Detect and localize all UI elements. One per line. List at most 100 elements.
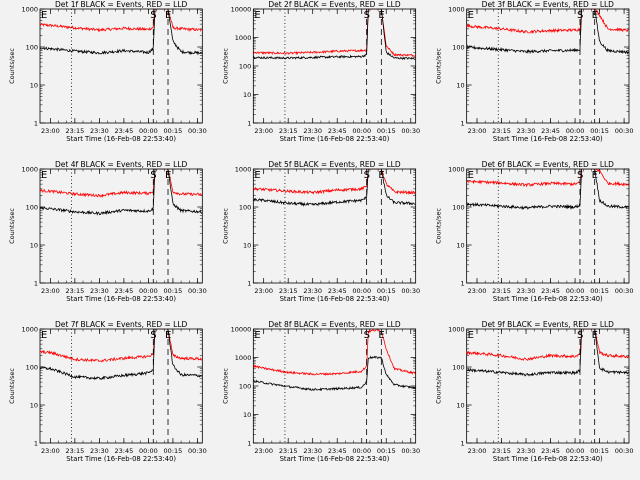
y-tick-label: 10	[456, 242, 464, 250]
y-tick-label: 1000	[235, 34, 252, 42]
y-tick-label: 1	[34, 280, 38, 288]
x-tick-label: 00:30	[188, 447, 207, 455]
plot-area	[466, 329, 629, 377]
marker-label: E	[165, 330, 171, 341]
x-tick-label: 00:15	[164, 127, 183, 135]
series-events-line	[466, 9, 629, 55]
x-tick-label: 23:15	[65, 447, 84, 455]
chart-title: Det 5f BLACK = Events, RED = LLD	[268, 160, 401, 169]
x-tick-label: 00:30	[615, 127, 634, 135]
y-axis-label: Counts/sec	[8, 48, 16, 84]
marker-label: S	[364, 10, 370, 21]
y-tick-label: 10	[456, 82, 464, 90]
x-tick-label: 00:00	[352, 287, 371, 295]
x-axis-label: Start Time (16-Feb-08 22:53:40)	[493, 455, 603, 463]
y-tick-label: 1000	[448, 326, 465, 334]
x-tick-label: 00:15	[377, 127, 396, 135]
y-axis-label: Counts/sec	[435, 208, 443, 244]
x-axis-label: Start Time (16-Feb-08 22:53:40)	[66, 295, 176, 303]
chart-title: Det 3f BLACK = Events, RED = LLD	[482, 0, 615, 9]
panel-det-1f: Det 1f BLACK = Events, RED = LLD 1 10 100 10…	[8, 0, 207, 143]
x-tick-label: 23:45	[328, 447, 347, 455]
plot-area	[253, 329, 416, 392]
series-lld-line	[40, 9, 202, 33]
chart-title: Det 2f BLACK = Events, RED = LLD	[268, 0, 401, 9]
plot-area	[40, 9, 203, 56]
x-tick-label: 23:30	[517, 127, 536, 135]
x-tick-label: 00:30	[401, 287, 420, 295]
plot-frame	[466, 328, 630, 444]
x-tick-label: 00:00	[352, 447, 371, 455]
plot-frame	[252, 328, 417, 444]
x-axis-label: Start Time (16-Feb-08 22:53:40)	[66, 455, 176, 463]
y-tick-label: 100	[239, 383, 251, 391]
x-tick-label: 23:00	[254, 127, 273, 135]
y-tick-label: 1000	[235, 166, 252, 174]
series-lld-line	[253, 329, 416, 376]
marker-label: E	[592, 330, 598, 341]
x-tick-label: 23:30	[303, 127, 322, 135]
y-axis-label: Counts/sec	[8, 368, 16, 404]
x-tick-label: 00:00	[566, 287, 585, 295]
panel-det-8f: Det 8f BLACK = Events, RED = LLD 1 10 100 10…	[221, 320, 420, 463]
corner-label: E	[41, 170, 47, 181]
x-axis-label: Start Time (16-Feb-08 22:53:40)	[66, 135, 176, 143]
x-tick-label: 23:15	[65, 127, 84, 135]
corner-label: E	[41, 330, 47, 341]
y-tick-label: 100	[452, 364, 464, 372]
y-tick-label: 100	[239, 204, 251, 212]
x-tick-label: 23:00	[254, 287, 273, 295]
plot-area	[466, 9, 629, 55]
x-tick-label: 23:30	[303, 287, 322, 295]
x-tick-label: 23:30	[517, 287, 536, 295]
y-tick-label: 10	[243, 91, 251, 99]
x-tick-label: 23:15	[279, 127, 298, 135]
y-tick-label: 10	[30, 242, 38, 250]
x-tick-label: 23:45	[328, 287, 347, 295]
panel-det-9f: Det 9f BLACK = Events, RED = LLD 1 10 100 10…	[435, 320, 634, 463]
marker-label: E	[378, 170, 384, 181]
y-tick-label: 100	[452, 204, 464, 212]
x-tick-label: 00:30	[188, 127, 207, 135]
x-tick-label: 00:30	[401, 127, 420, 135]
x-tick-label: 23:45	[328, 127, 347, 135]
x-tick-label: 00:15	[590, 287, 609, 295]
x-tick-label: 00:00	[139, 127, 158, 135]
x-tick-label: 00:00	[566, 447, 585, 455]
y-axis-label: Counts/sec	[221, 368, 229, 404]
chart-title: Det 8f BLACK = Events, RED = LLD	[268, 320, 401, 329]
panel-det-5f: Det 5f BLACK = Events, RED = LLD 1 10 100 10…	[221, 160, 420, 303]
y-tick-label: 1	[461, 280, 465, 288]
y-tick-label: 1000	[21, 166, 38, 174]
y-tick-label: 100	[452, 44, 464, 52]
x-tick-label: 23:15	[279, 447, 298, 455]
x-tick-label: 00:15	[377, 447, 396, 455]
series-lld-line	[253, 169, 416, 196]
y-tick-label: 1	[247, 280, 251, 288]
plot-frame	[466, 168, 630, 284]
y-axis-label: Counts/sec	[435, 368, 443, 404]
x-axis-label: Start Time (16-Feb-08 22:53:40)	[280, 455, 390, 463]
plot-frame	[39, 168, 203, 284]
x-tick-label: 00:15	[377, 287, 396, 295]
marker-label: S	[577, 170, 583, 181]
x-axis-label: Start Time (16-Feb-08 22:53:40)	[280, 135, 390, 143]
corner-label: E	[254, 330, 260, 341]
x-tick-label: 00:00	[566, 127, 585, 135]
corner-label: E	[254, 170, 260, 181]
series-events-line	[253, 169, 416, 207]
x-tick-label: 23:00	[41, 287, 60, 295]
y-tick-label: 1	[461, 120, 465, 128]
marker-label: S	[364, 170, 370, 181]
series-events-line	[253, 9, 416, 60]
marker-label: S	[364, 330, 370, 341]
corner-label: E	[468, 170, 474, 181]
x-tick-label: 23:30	[517, 447, 536, 455]
marker-label: E	[378, 330, 384, 341]
y-tick-label: 1	[461, 440, 465, 448]
plot-frame	[39, 8, 203, 124]
chart-title: Det 6f BLACK = Events, RED = LLD	[482, 160, 615, 169]
plot-frame	[252, 8, 417, 124]
x-tick-label: 23:00	[468, 447, 487, 455]
plot-area	[466, 169, 629, 211]
